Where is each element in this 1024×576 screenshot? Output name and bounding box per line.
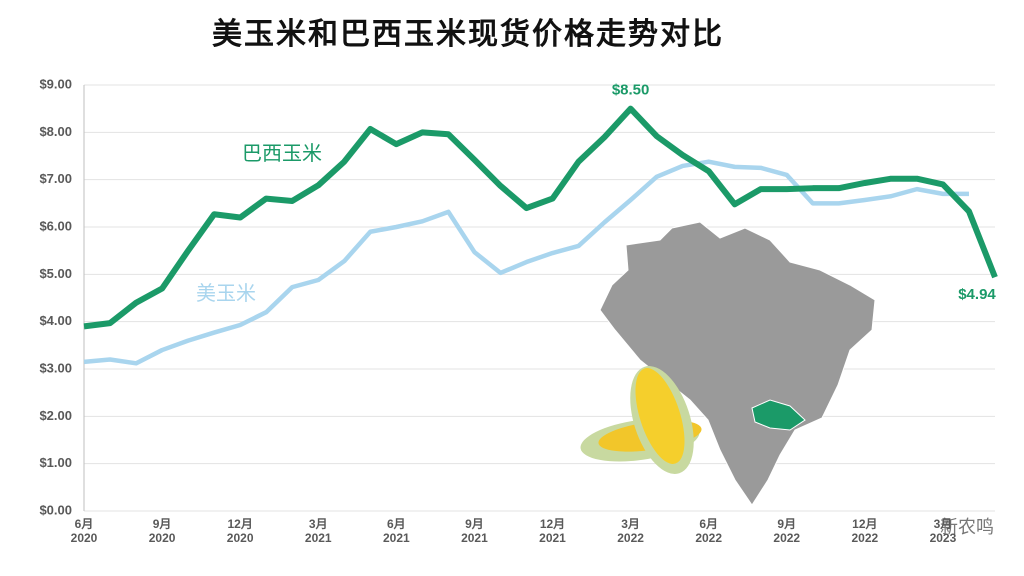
x-tick-label: 12月 2020: [226, 517, 254, 545]
corn-image: [580, 366, 702, 474]
y-tick-label: $9.00: [39, 76, 72, 91]
y-tick-label: $1.00: [39, 455, 72, 470]
value-label: $4.94: [958, 286, 996, 303]
y-tick-label: $5.00: [39, 266, 72, 281]
chart-title: 美玉米和巴西玉米现货价格走势对比: [212, 17, 724, 52]
y-tick-label: $4.00: [39, 313, 72, 328]
x-tick-label: 3月 2022: [617, 517, 644, 545]
y-tick-label: $3.00: [39, 360, 72, 375]
y-tick-label: $8.00: [39, 124, 72, 139]
x-tick-label: 6月 2021: [382, 517, 410, 545]
series-name: 巴西玉米: [242, 141, 322, 165]
series-line: [83, 159, 969, 366]
series-line: [83, 105, 998, 330]
x-tick-label: 9月 2021: [461, 517, 488, 545]
x-tick-label: 6月 2020: [70, 517, 98, 545]
y-tick-label: $2.00: [39, 408, 72, 423]
x-tick-label: 12月 2021: [539, 517, 566, 545]
y-tick-label: $0.00: [39, 502, 72, 517]
x-tick-label: 12月 2022: [851, 517, 879, 545]
x-tick-label: 9月 2020: [148, 517, 176, 545]
value-label: $8.50: [612, 82, 650, 99]
watermark: 新农鸣: [940, 517, 994, 538]
x-tick-label: 9月 2022: [773, 517, 801, 545]
series-name: 美玉米: [196, 281, 256, 305]
brazil-map: [599, 221, 876, 506]
y-tick-label: $7.00: [39, 171, 72, 186]
x-tick-label: 3月 2021: [304, 517, 332, 545]
x-tick-label: 6月 2022: [695, 517, 723, 545]
y-tick-label: $6.00: [39, 218, 72, 233]
x-tick-label: 3月 2023: [929, 517, 957, 545]
